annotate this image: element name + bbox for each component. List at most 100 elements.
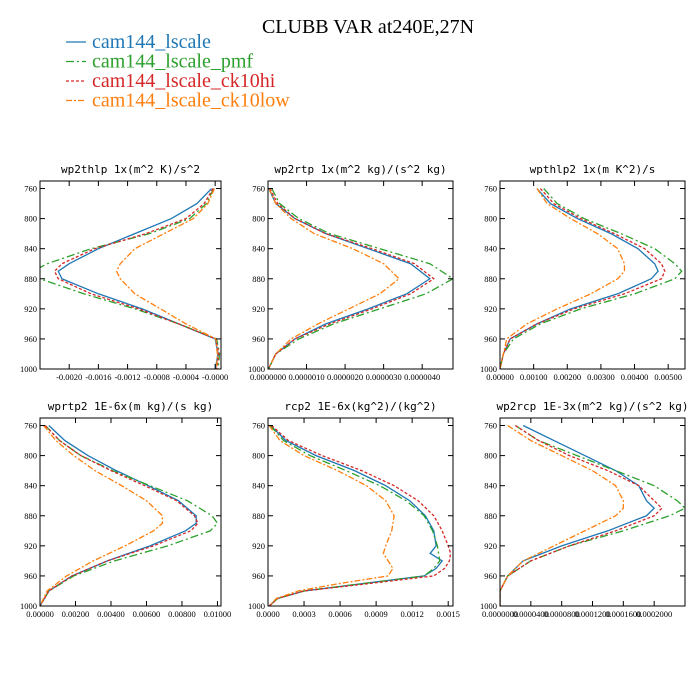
y-tick-label: 920 xyxy=(24,304,37,314)
x-tick-label: 0.00300 xyxy=(587,372,615,382)
legend: cam144_lscalecam144_lscale_pmfcam144_lsc… xyxy=(66,31,290,112)
series-line-cam144-lscale-ck10hi xyxy=(40,425,199,606)
x-tick-label: -0.0008 xyxy=(144,372,170,382)
y-tick-label: 1000 xyxy=(480,601,497,611)
x-tick-label: 0.0000800 xyxy=(544,609,580,619)
y-tick-label: 800 xyxy=(24,214,37,224)
panel-title: wp2rcp 1E-3x(m^2 kg)/(s^2 kg) xyxy=(496,400,688,413)
panel-title: wpthlp2 1x(m K^2)/s xyxy=(530,163,656,176)
legend-item: cam144_lscale_ck10hi xyxy=(66,70,276,92)
chart-panel: wp2rcp 1E-3x(m^2 kg)/(s^2 kg) 760 800 840 88… xyxy=(480,400,689,619)
y-tick-label: 760 xyxy=(252,421,265,431)
y-tick-label: 920 xyxy=(484,304,497,314)
y-tick-label: 760 xyxy=(24,421,37,431)
y-tick-label: 880 xyxy=(484,511,497,521)
x-tick-label: 0.0000000 xyxy=(250,372,286,382)
x-tick-label: 0.0002000 xyxy=(636,609,672,619)
series-line-cam144-lscale-ck10low xyxy=(115,188,219,369)
series-line-cam144-lscale-pmf xyxy=(268,188,453,369)
y-tick-label: 960 xyxy=(24,334,37,344)
y-tick-label: 960 xyxy=(252,334,265,344)
y-tick-label: 800 xyxy=(252,214,265,224)
x-tick-label: 0.00100 xyxy=(520,372,548,382)
plot-frame xyxy=(267,180,454,370)
y-tick-label: 840 xyxy=(484,244,497,254)
panels: wp2thlp 1x(m^2 K)/s^2 760 800 840 880 920 960 1… xyxy=(20,163,689,619)
series-line-cam144-lscale xyxy=(268,188,431,369)
plot-frame xyxy=(39,417,222,607)
y-tick-label: 760 xyxy=(484,421,497,431)
legend-label: cam144_lscale_ck10low xyxy=(92,90,290,112)
x-tick-label: 0.0003 xyxy=(292,609,315,619)
y-tick-label: 920 xyxy=(24,541,37,551)
x-tick-label: -0.0004 xyxy=(173,372,200,382)
x-tick-label: 0.0009 xyxy=(364,609,387,619)
series-line-cam144-lscale-ck10hi xyxy=(500,188,666,369)
panel-title: wp2thlp 1x(m^2 K)/s^2 xyxy=(61,163,200,176)
x-tick-label: 0.00400 xyxy=(97,609,125,619)
y-tick-label: 960 xyxy=(252,571,265,581)
chart-panel: wp2thlp 1x(m^2 K)/s^2 760 800 840 880 920 960 1… xyxy=(20,163,228,382)
y-tick-label: 800 xyxy=(24,451,37,461)
y-tick-label: 880 xyxy=(24,511,37,521)
y-tick-label: 840 xyxy=(484,481,497,491)
y-tick-label: 840 xyxy=(24,481,37,491)
chart-panel: rcp2 1E-6x(kg^2)/(kg^2) 760 800 840 880 920 96… xyxy=(248,400,460,619)
chart-panel: wp2rtp 1x(m^2 kg)/(s^2 kg) 760 800 840 880 92… xyxy=(248,163,454,382)
x-tick-label: 0.0006 xyxy=(328,609,351,619)
x-tick-label: 0.0000400 xyxy=(513,609,549,619)
x-tick-label: 0.00400 xyxy=(621,372,649,382)
x-tick-label: 0.0012 xyxy=(400,609,423,619)
x-tick-label: 0.00600 xyxy=(133,609,161,619)
figure-title: CLUBB VAR at240E,27N xyxy=(262,16,474,38)
y-tick-label: 1000 xyxy=(248,364,265,374)
y-tick-label: 960 xyxy=(484,571,497,581)
x-tick-label: -0.0020 xyxy=(56,372,82,382)
series-line-cam144-lscale-ck10hi xyxy=(53,188,220,369)
legend-item: cam144_lscale_ck10low xyxy=(66,90,290,112)
x-tick-label: 0.0015 xyxy=(437,609,460,619)
y-tick-label: 1000 xyxy=(20,364,37,374)
y-tick-label: 920 xyxy=(252,541,265,551)
x-tick-label: 0.00800 xyxy=(168,609,196,619)
x-tick-label: 0.00000 xyxy=(26,609,54,619)
chart-panel: wpthlp2 1x(m K^2)/s 760 800 840 880 920 960 100… xyxy=(480,163,686,382)
x-tick-label: 0.0000040 xyxy=(404,372,440,382)
y-tick-label: 960 xyxy=(484,334,497,344)
series-line-cam144-lscale-ck10low xyxy=(500,188,626,369)
y-tick-label: 840 xyxy=(252,244,265,254)
series-line-cam144-lscale-ck10low xyxy=(500,424,624,606)
x-tick-label: 0.00500 xyxy=(654,372,682,382)
series-line-cam144-lscale xyxy=(40,425,197,606)
x-tick-label: 0.0000020 xyxy=(327,372,363,382)
x-tick-label: 0.0001600 xyxy=(605,609,641,619)
plot-frame xyxy=(39,180,222,370)
legend-label: cam144_lscale xyxy=(92,31,211,53)
x-tick-label: 0.00200 xyxy=(62,609,90,619)
y-tick-label: 880 xyxy=(252,274,265,284)
panel-title: wprtp2 1E-6x(m kg)/(s kg) xyxy=(48,400,214,413)
panel-title: wp2rtp 1x(m^2 kg)/(s^2 kg) xyxy=(274,163,446,176)
legend-item: cam144_lscale_pmf xyxy=(66,51,253,73)
y-tick-label: 920 xyxy=(252,304,265,314)
y-tick-label: 880 xyxy=(24,274,37,284)
chart-panel: wprtp2 1E-6x(m kg)/(s kg) 760 800 840 880 920… xyxy=(20,400,231,619)
y-tick-label: 840 xyxy=(252,481,265,491)
y-tick-label: 880 xyxy=(252,511,265,521)
x-tick-label: 0.0000010 xyxy=(288,372,324,382)
legend-item: cam144_lscale xyxy=(66,31,211,53)
y-tick-label: 760 xyxy=(252,184,265,194)
x-tick-label: -0.0012 xyxy=(114,372,140,382)
series-line-cam144-lscale-pmf xyxy=(500,424,685,606)
series-line-cam144-lscale-pmf xyxy=(40,188,221,369)
legend-label: cam144_lscale_ck10hi xyxy=(92,70,276,92)
y-tick-label: 1000 xyxy=(480,364,497,374)
series-line-cam144-lscale-pmf xyxy=(500,188,683,369)
y-tick-label: 960 xyxy=(24,571,37,581)
y-tick-label: 760 xyxy=(484,184,497,194)
series-line-cam144-lscale-ck10hi xyxy=(500,424,663,606)
x-tick-label: -0.0000 xyxy=(202,372,228,382)
y-tick-label: 840 xyxy=(24,244,37,254)
x-tick-label: 0.0000000 xyxy=(482,609,518,619)
